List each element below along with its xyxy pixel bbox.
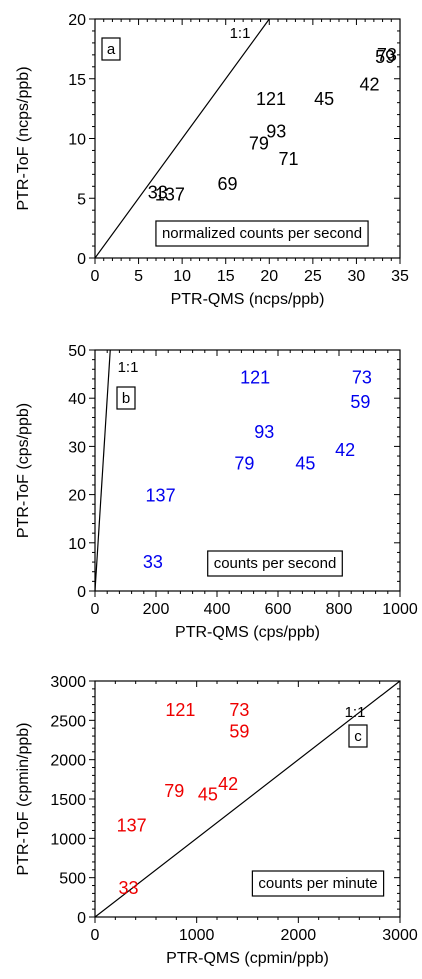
panel-letter-frame	[116, 386, 136, 410]
y-tick-label: 10	[68, 536, 86, 553]
panel-letter-box: a	[101, 37, 121, 61]
one-to-one-label: 1:1	[118, 359, 139, 376]
data-point-42: 42	[335, 440, 355, 460]
data-point-73: 73	[352, 367, 372, 387]
x-tick-label: 25	[304, 268, 322, 285]
panel-letter-frame	[101, 37, 121, 61]
data-point-79: 79	[249, 133, 269, 153]
y-tick-label: 30	[68, 439, 86, 456]
y-tick-label: 0	[77, 910, 86, 927]
data-point-137: 137	[117, 816, 147, 836]
one-to-one-label: 1:1	[230, 25, 251, 42]
y-tick-label: 20	[68, 488, 86, 505]
x-axis-title: PTR-QMS (cpmin/ppb)	[166, 950, 329, 967]
data-point-59: 59	[350, 392, 370, 412]
x-tick-label: 400	[204, 601, 231, 618]
y-tick-label: 0	[77, 584, 86, 601]
x-tick-label: 2000	[281, 927, 317, 944]
panel-letter: b	[122, 390, 130, 407]
y-tick-label: 20	[68, 12, 86, 29]
panel-letter-frame	[348, 724, 368, 748]
x-tick-label: 800	[326, 601, 353, 618]
x-tick-label: 200	[143, 601, 170, 618]
y-tick-label: 2500	[50, 713, 86, 730]
x-tick-label: 5	[134, 268, 143, 285]
data-point-45: 45	[314, 89, 334, 109]
data-point-121: 121	[240, 367, 270, 387]
y-axis-title: PTR-ToF (cps/ppb)	[15, 403, 32, 538]
panel-c: 0 1000 2000 3000 0 500 1000 1500 2000 2500 3000 PTR…	[15, 674, 418, 967]
data-point-45: 45	[295, 453, 315, 473]
y-axis-title: PTR-ToF (ncps/ppb)	[15, 66, 32, 210]
y-tick-label: 0	[77, 251, 86, 268]
data-point-121: 121	[256, 89, 286, 109]
data-point-93: 93	[266, 121, 286, 141]
data-point-33: 33	[148, 182, 168, 202]
y-tick-label: 15	[68, 72, 86, 89]
annotation-frame	[207, 550, 343, 577]
data-point-79: 79	[164, 781, 184, 801]
one-to-one-line	[94, 349, 111, 592]
data-point-45: 45	[198, 784, 218, 804]
annotation-box: normalized counts per second	[155, 220, 369, 247]
x-tick-label: 15	[217, 268, 235, 285]
annotation-frame	[251, 870, 385, 897]
x-tick-label: 20	[260, 268, 278, 285]
data-point-69: 69	[217, 174, 237, 194]
y-tick-label: 1000	[50, 831, 86, 848]
annotation-text: counts per second	[214, 555, 337, 572]
data-point-137: 137	[146, 486, 176, 506]
x-axis-title: PTR-QMS (cps/ppb)	[175, 624, 320, 641]
data-point-42: 42	[218, 774, 238, 794]
data-point-137: 137	[155, 185, 185, 205]
annotation-box: counts per minute	[251, 870, 385, 897]
panel-letter: a	[107, 41, 116, 58]
y-tick-label: 2000	[50, 753, 86, 770]
y-tick-label: 5	[77, 191, 86, 208]
x-tick-label: 3000	[382, 927, 418, 944]
data-point-59: 59	[229, 721, 249, 741]
x-tick-label: 0	[91, 268, 100, 285]
data-point-93: 93	[254, 422, 274, 442]
one-to-one-line	[94, 18, 270, 259]
data-point-42: 42	[359, 75, 379, 95]
data-point-79: 79	[234, 453, 254, 473]
y-axis-title: PTR-ToF (cpmin/ppb)	[15, 723, 32, 876]
data-point-33: 33	[143, 552, 163, 572]
x-tick-label: 600	[265, 601, 292, 618]
x-axis-title: PTR-QMS (ncps/ppb)	[171, 291, 325, 308]
data-point-73: 73	[229, 700, 249, 720]
x-tick-label: 30	[348, 268, 366, 285]
data-point-33: 33	[119, 878, 139, 898]
annotation-frame	[155, 220, 369, 247]
panel-b: 0 200 400 600 800 1000 0 10 20 30 40 50 PTR-QMS (cps…	[15, 343, 418, 641]
one-to-one-line	[94, 680, 401, 918]
one-to-one-label: 1:1	[345, 704, 366, 721]
panel-letter: c	[354, 728, 362, 745]
data-point-73: 73	[377, 45, 397, 65]
y-tick-label: 40	[68, 391, 86, 408]
y-tick-label: 50	[68, 343, 86, 360]
panel-letter-box: b	[116, 386, 136, 410]
panel-a: 0 5 10 15 20 25 30 35 0 5 10 15 20 PTR-QMS (ncps/ppb)…	[15, 12, 409, 308]
x-tick-label: 0	[91, 601, 100, 618]
data-point-71: 71	[278, 149, 298, 169]
panel-letter-box: c	[348, 724, 368, 748]
x-tick-label: 10	[173, 268, 191, 285]
annotation-text: normalized counts per second	[162, 225, 362, 242]
y-tick-label: 1500	[50, 792, 86, 809]
annotation-box: counts per second	[207, 550, 343, 577]
y-tick-label: 10	[68, 132, 86, 149]
data-point-59: 59	[375, 47, 395, 67]
annotation-text: counts per minute	[258, 875, 377, 892]
data-point-121: 121	[165, 700, 195, 720]
y-tick-label: 500	[59, 871, 86, 888]
y-tick-label: 3000	[50, 674, 86, 691]
x-tick-label: 35	[391, 268, 409, 285]
x-tick-label: 1000	[382, 601, 418, 618]
plot-frame	[94, 349, 401, 592]
x-tick-label: 1000	[179, 927, 215, 944]
x-tick-label: 0	[91, 927, 100, 944]
